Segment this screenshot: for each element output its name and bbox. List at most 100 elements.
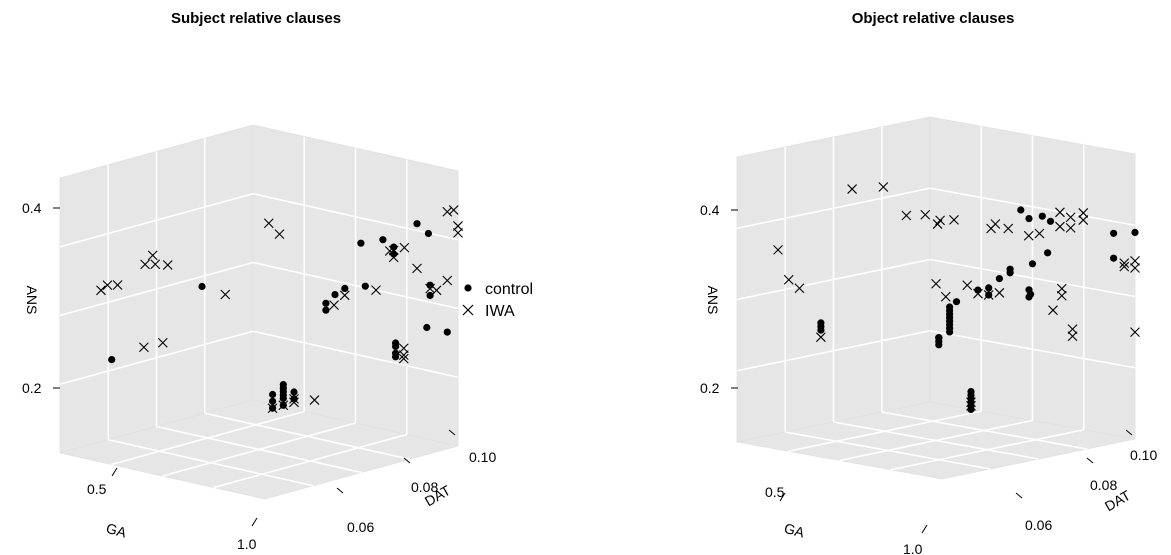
point-subject-control-0 (108, 356, 116, 364)
y-tick-label-subject-0: 0.06 (347, 519, 374, 535)
point-object-iwa-5 (878, 182, 889, 192)
point-object-control-4 (985, 284, 993, 292)
grid-line-subject-left-h2 (59, 192, 254, 248)
point-object-iwa-2 (794, 283, 805, 294)
series-subject-control (108, 220, 451, 412)
point-object-iwa-33 (1119, 261, 1130, 272)
z-tick-label-subject-1: 0.4 (22, 200, 42, 216)
point-object-control-8 (1006, 269, 1014, 277)
point-subject-iwa-5 (162, 260, 173, 270)
point-subject-iwa-1 (112, 280, 123, 290)
point-object-control-25 (1025, 215, 1033, 223)
point-object-iwa-0 (773, 245, 783, 255)
point-object-control-20 (946, 303, 954, 311)
x-tick-subject-0 (111, 467, 118, 477)
x-tick-object-1 (921, 524, 928, 534)
point-subject-iwa-20 (448, 205, 459, 215)
point-subject-iwa-7 (138, 342, 149, 353)
point-subject-iwa-19 (442, 206, 453, 217)
series-object-iwa (773, 182, 1140, 411)
point-subject-control-16 (341, 284, 349, 292)
point-object-iwa-27 (1056, 290, 1067, 301)
point-object-iwa-16 (1055, 207, 1065, 218)
point-subject-control-28 (331, 291, 339, 299)
y-tick-subject-1 (403, 457, 411, 464)
point-object-iwa-12 (990, 219, 1001, 229)
z-tick-label-object-0: 0.2 (700, 380, 720, 396)
y-tick-subject-0 (336, 487, 344, 494)
point-subject-control-24 (269, 397, 277, 405)
point-subject-control-14 (322, 306, 330, 314)
point-object-control-3 (974, 286, 982, 294)
point-subject-iwa-6 (140, 259, 150, 270)
point-object-control-24 (1017, 206, 1025, 214)
point-object-iwa-9 (932, 219, 943, 229)
point-subject-control-8 (392, 353, 400, 361)
point-object-iwa-10 (949, 215, 959, 225)
z-axis-label-subject: ANS (24, 286, 40, 315)
point-subject-iwa-24 (425, 283, 436, 294)
point-subject-iwa-10 (274, 229, 285, 239)
point-object-control-11 (1025, 286, 1033, 294)
point-subject-iwa-0 (96, 285, 106, 296)
point-object-control-38 (967, 388, 975, 396)
point-subject-iwa-11 (220, 289, 231, 300)
point-object-iwa-28 (1067, 324, 1078, 335)
x-tick-label-subject-0: 0.5 (87, 481, 107, 497)
y-tick-object-2 (1125, 429, 1133, 436)
point-subject-iwa-29 (339, 290, 350, 301)
point-subject-iwa-2 (102, 280, 113, 291)
point-subject-iwa-31 (289, 397, 299, 408)
grid-line-subject-right-h2 (252, 192, 459, 241)
point-subject-control-31 (279, 381, 287, 389)
point-object-iwa-22 (973, 288, 983, 299)
grid-line-object-floor-b2 (890, 428, 1084, 471)
x-tick-label-object-1: 1.0 (903, 541, 923, 555)
point-subject-iwa-30 (371, 285, 381, 295)
point-subject-control-10 (423, 323, 431, 332)
point-subject-control-3 (357, 239, 365, 247)
grid-line-subject-left-h1 (59, 261, 254, 317)
point-subject-iwa-35 (309, 395, 320, 405)
grid-line-object-right-h1 (929, 258, 1136, 298)
grid-line-object-floor-a2 (785, 431, 991, 470)
point-subject-control-1 (198, 282, 206, 291)
point-subject-iwa-8 (157, 337, 168, 348)
point-subject-control-2 (379, 236, 387, 244)
point-subject-iwa-34 (267, 403, 278, 414)
point-subject-iwa-3 (147, 250, 158, 261)
point-subject-control-9 (392, 342, 400, 350)
point-object-iwa-35 (1130, 263, 1140, 273)
point-object-iwa-19 (1065, 223, 1076, 233)
panel-subject-relative-clauses: Subject relative clauses 0.2 0.4 0.5 1.0 0.06… (22, 10, 496, 552)
point-object-control-31 (1131, 228, 1139, 236)
point-subject-iwa-13 (399, 242, 410, 253)
legend-marker-control (464, 284, 472, 292)
point-object-iwa-37 (1130, 327, 1140, 338)
point-subject-iwa-28 (329, 300, 339, 311)
point-object-iwa-29 (1067, 331, 1078, 342)
grid-line-subject-floor-b2 (213, 433, 407, 489)
legend-marker-iwa (462, 304, 474, 316)
chart-title-object: Object relative clauses (852, 10, 1015, 27)
point-object-iwa-25 (994, 287, 1005, 298)
panel-object-relative-clauses: Object relative clauses 0.2 0.4 0.5 1.0 0.06 0… (700, 10, 1157, 555)
point-object-iwa-24 (940, 291, 951, 302)
point-subject-control-17 (361, 282, 369, 290)
point-subject-iwa-33 (278, 400, 289, 411)
point-subject-iwa-23 (453, 227, 463, 238)
grid-line-subject-floor-a2 (108, 438, 314, 487)
point-object-iwa-4 (847, 184, 857, 194)
z-axis-label-object: ANS (705, 286, 721, 315)
point-subject-iwa-18 (398, 353, 409, 364)
point-object-iwa-31 (1078, 215, 1089, 225)
grid-line-object-left-h1 (736, 258, 931, 301)
legend: control IWA (462, 281, 533, 320)
point-object-iwa-17 (1065, 212, 1076, 223)
z-tick-label-subject-0: 0.2 (22, 380, 42, 396)
y-tick-label-subject-2: 0.10 (469, 449, 496, 465)
grid-line-object-right-h2 (929, 187, 1136, 227)
grid-line-object-left-h2 (736, 187, 931, 230)
point-object-control-23 (935, 334, 943, 342)
